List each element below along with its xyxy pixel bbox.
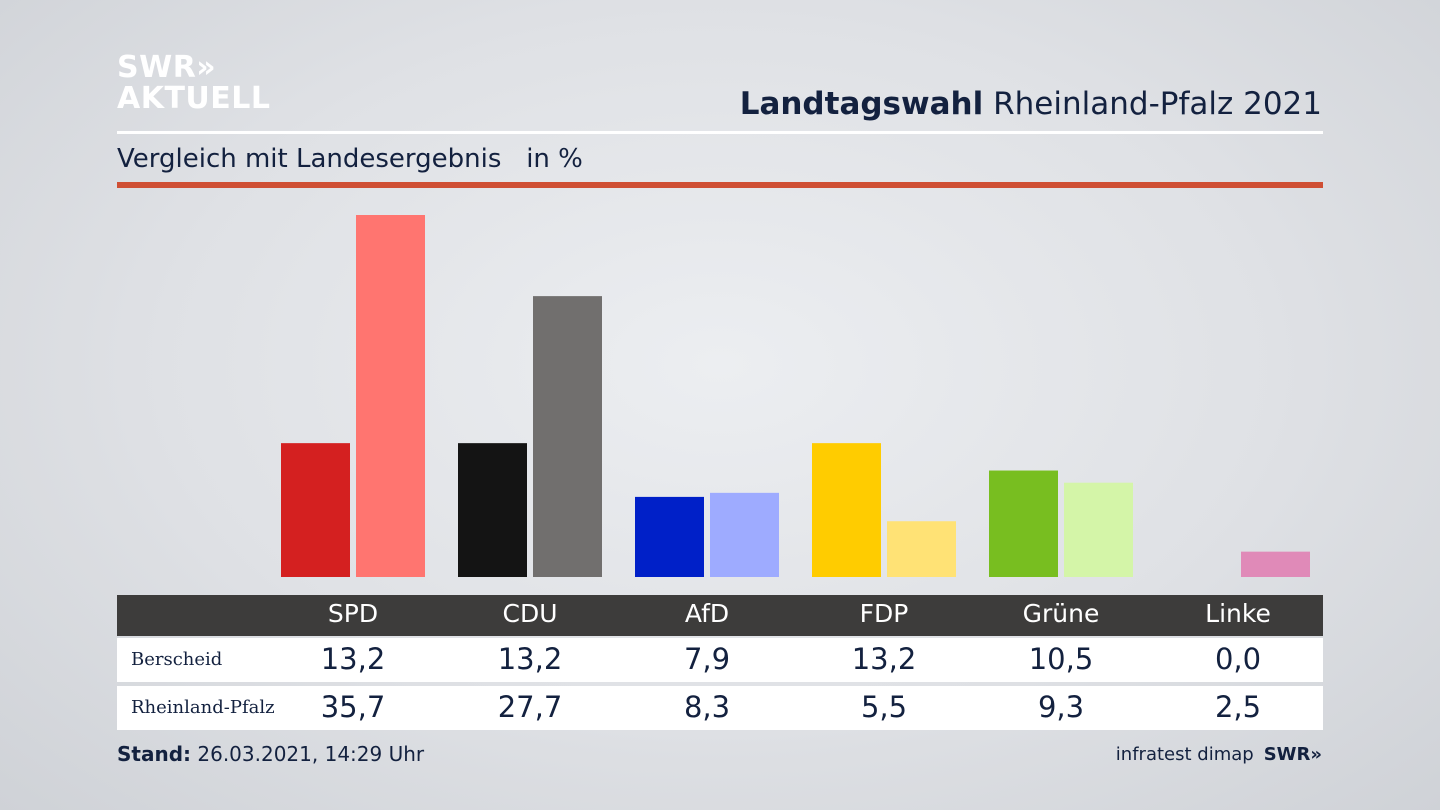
stand-value: 26.03.2021, 14:29 Uhr (191, 742, 425, 766)
value-cell: 10,5 (1028, 642, 1094, 676)
page-title: Landtagswahl Rheinland-Pfalz 2021 (740, 86, 1322, 122)
bar-cdu-rlp (533, 296, 602, 577)
column-header: Grüne (1022, 599, 1100, 628)
divider-red (117, 182, 1323, 188)
swr-brand: SWR» (1263, 744, 1322, 765)
row-label: Berscheid (131, 649, 223, 670)
value-cell: 9,3 (1037, 690, 1085, 724)
subtitle: Vergleich mit Landesergebnis in % (117, 144, 583, 174)
bar-fdp-rlp (887, 521, 956, 577)
value-cell: 0,0 (1214, 642, 1262, 676)
bar-spd-rlp (356, 215, 425, 577)
divider-white (117, 131, 1323, 134)
swr-aktuell-logo: SWR» AKTUELL (117, 52, 271, 114)
title-bold: Landtagswahl (739, 86, 984, 122)
bar-spd-berscheid (281, 443, 350, 577)
logo-line2: AKTUELL (117, 81, 271, 116)
table-row-rheinland-pfalz: Rheinland-Pfalz 35,7 27,7 8,3 5,5 9,3 2,5 (117, 686, 1323, 730)
value-cell: 27,7 (497, 690, 563, 724)
value-cell: 7,9 (683, 642, 731, 676)
value-cell: 35,7 (320, 690, 386, 724)
value-cell: 5,5 (860, 690, 908, 724)
source-label: infratest dimap (1115, 744, 1254, 765)
bar-fdp-berscheid (812, 443, 881, 577)
value-cell: 13,2 (497, 642, 563, 676)
logo-line1: SWR» (117, 50, 217, 85)
table-row-berscheid: Berscheid 13,2 13,2 7,9 13,2 10,5 0,0 (117, 638, 1323, 682)
column-header: FDP (859, 599, 909, 628)
column-header: AfD (684, 599, 730, 628)
timestamp: Stand: 26.03.2021, 14:29 Uhr (117, 742, 424, 766)
value-cell: 13,2 (320, 642, 386, 676)
value-cell: 8,3 (683, 690, 731, 724)
column-header: Linke (1205, 599, 1271, 628)
bar-afd-berscheid (635, 496, 704, 577)
column-header: SPD (327, 599, 379, 628)
title-rest: Rheinland-Pfalz 2021 (983, 86, 1322, 122)
bar-afd-rlp (710, 492, 779, 577)
stand-label: Stand: (117, 742, 192, 766)
column-header: CDU (502, 599, 558, 628)
bar-grüne-rlp (1064, 482, 1133, 577)
table-header: SPD CDU AfD FDP Grüne Linke (117, 595, 1323, 636)
value-cell: 2,5 (1214, 690, 1262, 724)
bar-linke-rlp (1241, 551, 1310, 577)
value-cell: 13,2 (851, 642, 917, 676)
source: infratest dimap SWR» (1116, 744, 1322, 765)
bar-cdu-berscheid (458, 443, 527, 577)
bar-grüne-berscheid (989, 470, 1058, 577)
row-label: Rheinland-Pfalz (131, 697, 275, 718)
